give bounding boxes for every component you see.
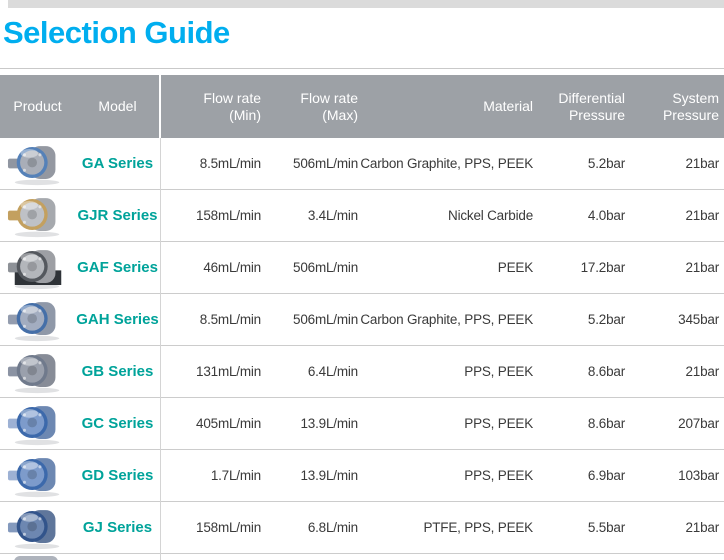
system-pressure-value: 21bar	[685, 520, 719, 535]
material-value: PEEK	[497, 260, 533, 275]
table-header: Product Model Flow rate (Min) Flow rate …	[0, 75, 724, 138]
flow-rate-min-value: 131mL/min	[196, 364, 261, 379]
differential-pressure-value: 5.5bar	[587, 520, 625, 535]
system-pressure-value: 21bar	[685, 208, 719, 223]
header-flow-rate-max: Flow rate (Max)	[263, 75, 360, 138]
model-name: GAH Series	[76, 311, 159, 328]
differential-pressure-value: 8.6bar	[587, 364, 625, 379]
header-system-pressure-line1: System	[672, 89, 719, 106]
product-cell	[0, 453, 75, 498]
header-system-pressure: System Pressure	[627, 75, 724, 138]
header-material: Material	[483, 98, 533, 115]
flow-rate-max-value: 13.9L/min	[300, 416, 359, 431]
model-name: GA Series	[81, 155, 154, 172]
table-row: GAH Series 8.5mL/min 506mL/min Carbon Gr…	[0, 294, 724, 346]
header-flow-rate-min-line1: Flow rate	[203, 89, 261, 106]
product-cell	[0, 401, 75, 446]
header-flow-rate-min: Flow rate (Min)	[160, 75, 263, 138]
product-cell	[0, 349, 75, 394]
product-cell	[0, 505, 75, 550]
system-pressure-value: 21bar	[685, 260, 719, 275]
header-system-pressure-line2: Pressure	[662, 106, 719, 123]
header-differential-pressure-line1: Differential	[558, 89, 625, 106]
gd-series-pump-icon	[7, 458, 59, 498]
product-cell	[0, 193, 75, 238]
table-row: GB Series 131mL/min 6.4L/min PPS, PEEK 8…	[0, 346, 724, 398]
flow-rate-max-value: 6.8L/min	[307, 520, 358, 535]
top-accent-bar	[8, 0, 724, 8]
table-row: GD Series 1.7L/min 13.9L/min PPS, PEEK 6…	[0, 450, 724, 502]
flow-rate-max-value: 13.9L/min	[300, 468, 359, 483]
system-pressure-value: 207bar	[678, 416, 719, 431]
partial-pump-icon	[14, 556, 58, 560]
header-flow-rate-max-line1: Flow rate	[300, 89, 358, 106]
flow-rate-max-value: 506mL/min	[293, 312, 358, 327]
gj-series-pump-icon	[7, 510, 59, 550]
system-pressure-value: 21bar	[685, 364, 719, 379]
flow-rate-min-value: 8.5mL/min	[199, 312, 261, 327]
differential-pressure-value: 17.2bar	[580, 260, 626, 275]
model-name: GD Series	[81, 467, 154, 484]
material-value: PTFE, PPS, PEEK	[423, 520, 533, 535]
differential-pressure-value: 5.2bar	[587, 312, 625, 327]
table-row: GJR Series 158mL/min 3.4L/min Nickel Car…	[0, 190, 724, 242]
system-pressure-value: 345bar	[678, 312, 719, 327]
flow-rate-min-value: 46mL/min	[203, 260, 261, 275]
table-row: GAF Series 46mL/min 506mL/min PEEK 17.2b…	[0, 242, 724, 294]
flow-rate-min-value: 158mL/min	[196, 520, 261, 535]
gc-series-pump-icon	[7, 406, 59, 446]
flow-rate-max-value: 6.4L/min	[307, 364, 358, 379]
gjr-series-pump-icon	[7, 198, 59, 238]
header-differential-pressure-line2: Pressure	[568, 106, 625, 123]
header-differential-pressure: Differential Pressure	[535, 75, 627, 138]
model-name: GB Series	[81, 363, 154, 380]
model-name: GC Series	[81, 415, 154, 432]
material-value: Carbon Graphite, PPS, PEEK	[360, 312, 533, 327]
partial-row	[0, 554, 724, 560]
product-cell	[0, 141, 75, 186]
material-value: Nickel Carbide	[448, 208, 533, 223]
table-row: GJ Series 158mL/min 6.8L/min PTFE, PPS, …	[0, 502, 724, 554]
table-body: GA Series 8.5mL/min 506mL/min Carbon Gra…	[0, 138, 724, 560]
ga-series-pump-icon	[7, 146, 59, 186]
flow-rate-max-value: 506mL/min	[293, 156, 358, 171]
gah-series-pump-icon	[7, 302, 59, 342]
model-name: GJR Series	[77, 207, 158, 224]
header-flow-rate-min-line2: (Min)	[229, 106, 261, 123]
flow-rate-min-value: 8.5mL/min	[199, 156, 261, 171]
material-value: PPS, PEEK	[464, 364, 533, 379]
model-name: GJ Series	[82, 519, 153, 536]
gaf-series-pump-icon	[7, 250, 61, 290]
flow-rate-max-value: 506mL/min	[293, 260, 358, 275]
differential-pressure-value: 5.2bar	[587, 156, 625, 171]
table-row: GA Series 8.5mL/min 506mL/min Carbon Gra…	[0, 138, 724, 190]
material-value: PPS, PEEK	[464, 416, 533, 431]
flow-rate-max-value: 3.4L/min	[307, 208, 358, 223]
material-value: Carbon Graphite, PPS, PEEK	[360, 156, 533, 171]
flow-rate-min-value: 158mL/min	[196, 208, 261, 223]
title-divider	[0, 68, 724, 69]
header-column-divider	[159, 75, 161, 138]
product-cell	[0, 297, 75, 342]
header-model: Model	[98, 98, 137, 115]
header-flow-rate-max-line2: (Max)	[322, 106, 358, 123]
system-pressure-value: 103bar	[678, 468, 719, 483]
flow-rate-min-value: 405mL/min	[196, 416, 261, 431]
differential-pressure-value: 4.0bar	[587, 208, 625, 223]
material-value: PPS, PEEK	[464, 468, 533, 483]
body-column-divider	[160, 138, 161, 560]
flow-rate-min-value: 1.7L/min	[210, 468, 261, 483]
model-name: GAF Series	[77, 259, 158, 276]
table-row: GC Series 405mL/min 13.9L/min PPS, PEEK …	[0, 398, 724, 450]
system-pressure-value: 21bar	[685, 156, 719, 171]
differential-pressure-value: 8.6bar	[587, 416, 625, 431]
page-title: Selection Guide	[3, 15, 230, 50]
differential-pressure-value: 6.9bar	[587, 468, 625, 483]
product-cell	[0, 245, 75, 290]
gb-series-pump-icon	[7, 354, 59, 394]
header-product: Product	[13, 98, 62, 115]
